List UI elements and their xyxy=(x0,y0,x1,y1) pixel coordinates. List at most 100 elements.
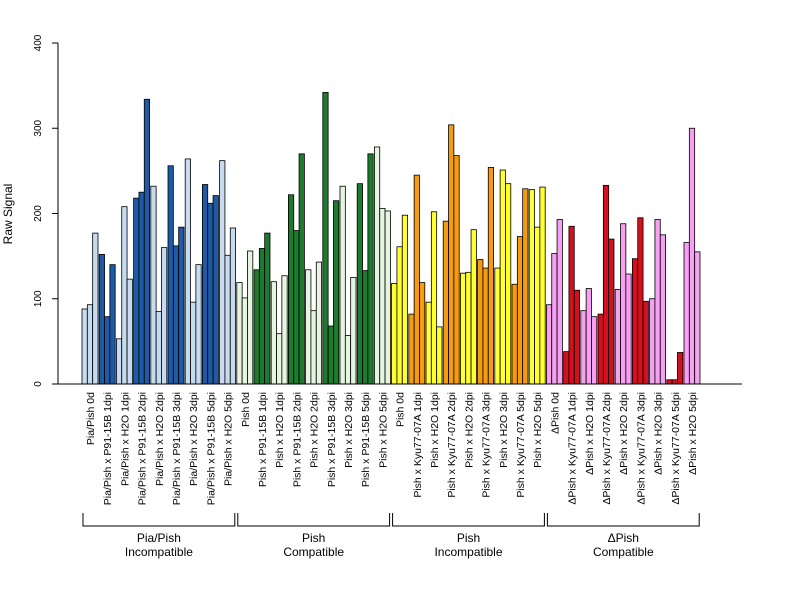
bar xyxy=(178,226,185,385)
bar xyxy=(528,189,535,385)
bar xyxy=(258,248,266,385)
bar xyxy=(683,242,690,385)
bar xyxy=(487,167,494,385)
group-brackets: Pia/PishIncompatiblePishCompatiblePishIn… xyxy=(82,513,700,559)
group-bracket xyxy=(237,513,391,527)
x-tick-label: Pish x P91-15B 5dpi xyxy=(360,392,372,487)
bar xyxy=(241,297,248,385)
group-label-line2: Incompatible xyxy=(125,545,193,559)
bar xyxy=(356,183,363,385)
bar xyxy=(195,264,202,385)
group-label-line1: ΔPish xyxy=(608,531,639,545)
bar xyxy=(81,308,88,385)
x-tick-label: Pia/Pish x H2O 3dpi xyxy=(188,392,200,486)
bar xyxy=(207,202,214,385)
bar xyxy=(109,264,116,385)
bar xyxy=(212,195,219,385)
group-label-line1: Pish xyxy=(457,531,480,545)
bar xyxy=(505,183,512,385)
x-axis-labels: Pia/Pish 0d Pia/Pish x P91-15B 1dpi Pia/Pi… xyxy=(85,392,699,505)
group-label-line1: Pish xyxy=(302,531,325,545)
bar xyxy=(494,267,501,385)
bar xyxy=(677,352,684,385)
bar xyxy=(430,211,438,385)
bar xyxy=(305,269,312,385)
x-tick-label: ΔPish 0d xyxy=(549,392,561,434)
bar xyxy=(425,301,432,385)
bar xyxy=(539,186,546,385)
bar xyxy=(293,230,300,385)
bar xyxy=(568,225,575,385)
bar xyxy=(654,219,661,385)
x-tick-label: Pish x H2O 5dpi xyxy=(377,392,389,468)
x-tick-label: ΔPish x H2O 1dpi xyxy=(584,392,596,475)
bar xyxy=(659,234,666,385)
x-tick-label: Pish x Kyu77-07A 2dpi xyxy=(446,392,458,498)
bar xyxy=(327,325,334,385)
bar xyxy=(396,246,403,385)
x-tick-label: Pia/Pish x P91-15B 2dpi xyxy=(137,392,149,505)
x-tick-label: Pish x P91-15B 2dpi xyxy=(291,392,303,487)
bar xyxy=(671,379,678,385)
group-bracket xyxy=(546,513,700,527)
bar xyxy=(625,273,632,385)
bar xyxy=(551,253,558,385)
bar xyxy=(98,254,105,385)
bar xyxy=(344,335,352,385)
x-tick-label: Pia/Pish x P91-15B 3dpi xyxy=(171,392,183,505)
bar xyxy=(459,272,467,385)
bar xyxy=(477,259,484,385)
y-tick-label: 200 xyxy=(33,205,44,222)
bar xyxy=(642,300,649,385)
bar xyxy=(264,232,271,385)
y-tick-label: 400 xyxy=(33,34,44,51)
y-tick-label: 300 xyxy=(33,119,44,136)
bar xyxy=(86,304,94,385)
x-tick-label: ΔPish x H2O 5dpi xyxy=(687,392,699,475)
bar xyxy=(133,197,140,385)
group-label-line2: Incompatible xyxy=(434,545,502,559)
bar xyxy=(379,207,386,385)
bar xyxy=(384,210,391,385)
bar xyxy=(448,124,455,385)
bar xyxy=(546,304,553,385)
bar xyxy=(184,158,191,385)
bar xyxy=(247,250,254,385)
x-tick-label: Pish x Kyu77-07A 3dpi xyxy=(481,392,493,498)
bar xyxy=(155,311,162,385)
x-tick-label: Pish x H2O 1dpi xyxy=(274,392,286,468)
bar xyxy=(116,338,123,385)
bar xyxy=(591,316,598,385)
x-tick-label: Pish x H2O 3dpi xyxy=(343,392,355,468)
bar xyxy=(333,200,340,385)
bars xyxy=(81,92,701,385)
x-tick-label: Pish x H2O 2dpi xyxy=(309,392,321,468)
bar xyxy=(453,155,460,385)
bar xyxy=(563,351,570,385)
bar xyxy=(391,283,398,385)
x-tick-label: Pish x P91-15B 1dpi xyxy=(257,392,269,487)
bar xyxy=(367,153,374,385)
bar xyxy=(482,267,489,385)
x-tick-label: Pish x H2O 3dpi xyxy=(498,392,510,468)
group-bracket xyxy=(82,513,236,527)
bar xyxy=(516,236,524,385)
bar xyxy=(694,251,701,385)
bar xyxy=(608,238,615,385)
bar xyxy=(138,191,145,385)
y-tick-label: 0 xyxy=(33,381,44,387)
bar xyxy=(602,184,610,385)
bar xyxy=(362,270,369,385)
x-tick-label: Pish 0d xyxy=(395,392,407,427)
y-axis: 0 100 200 300 400 xyxy=(33,34,59,387)
bar xyxy=(92,232,99,385)
x-tick-label: Pish x Kyu77-07A 5dpi xyxy=(515,392,527,498)
bar xyxy=(322,92,329,385)
bar xyxy=(236,282,243,385)
bar xyxy=(167,165,174,385)
x-tick-label: ΔPish x Kyu77-07A 2dpi xyxy=(601,392,613,505)
bar xyxy=(413,174,420,385)
x-tick-label: ΔPish x Kyu77-07A 5dpi xyxy=(670,392,682,505)
bar xyxy=(465,271,472,385)
